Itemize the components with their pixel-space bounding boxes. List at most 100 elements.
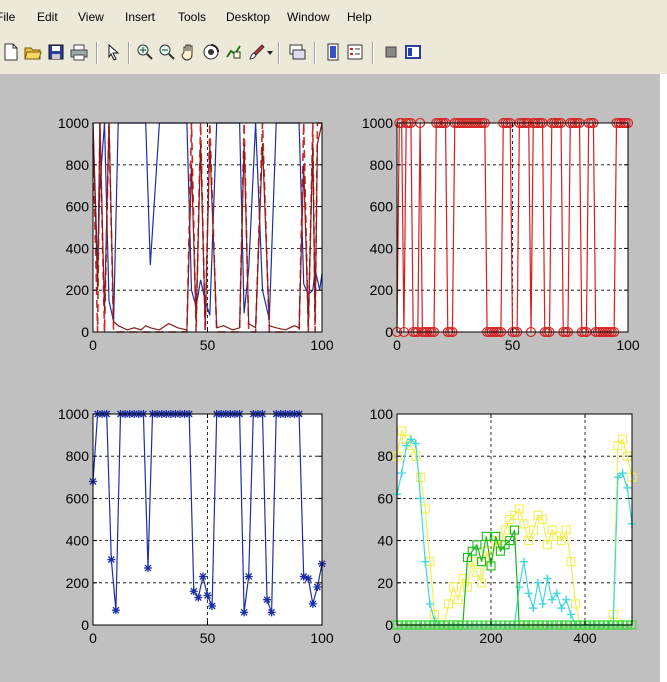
plot-3-series-1-point <box>208 602 217 611</box>
plot-4-series-3-point <box>505 536 515 546</box>
plot-4-series-1-point <box>472 567 482 577</box>
plot-4-series-2-point <box>411 439 420 448</box>
plot-4-series-2-point <box>552 589 561 598</box>
plot-1-ytick-label: 800 <box>66 157 90 173</box>
plot-2-ytick-label: 1000 <box>362 115 393 131</box>
plot-4-series-1-point <box>538 514 548 525</box>
plot-3-series-1-point <box>267 608 276 617</box>
plot-1-ytick-label: 0 <box>81 324 89 340</box>
plot-4-series-1-point <box>519 519 529 529</box>
plot-4-series-2-point <box>566 610 575 619</box>
plot-4-series-1-point <box>528 525 538 535</box>
plot-4-ytick-label: 100 <box>370 406 394 422</box>
plot-4-series-2-point <box>538 599 547 608</box>
plot-3-series-1-point <box>299 572 308 581</box>
data-cursor-icon[interactable] <box>225 43 243 61</box>
plot-4-series-2-point <box>618 469 627 478</box>
menu-insert[interactable]: Insert <box>125 10 156 24</box>
plot-2-ytick-label: 200 <box>370 282 394 298</box>
plot-4-series-2-point <box>623 483 632 492</box>
plot-2-xtick-label: 50 <box>505 337 521 353</box>
plot-4-series-1-point <box>542 540 552 550</box>
plot-4-series-2-point <box>562 595 571 604</box>
plot-4-series-1-point <box>509 510 520 520</box>
menu-help[interactable]: Help <box>347 10 372 24</box>
plot-4-ytick-label: 40 <box>377 533 393 549</box>
plot-4-series-2-point <box>534 578 542 587</box>
plot-4-series-1-point <box>524 536 534 546</box>
plot-4-series-1-point <box>618 434 628 444</box>
plot-4-series-1-point <box>571 599 581 609</box>
plot-3-series-1-point <box>189 587 198 596</box>
plot-4-series-1-point <box>477 578 487 588</box>
plot-4-series-1-point <box>481 546 491 556</box>
plot-4-series-2-point <box>529 604 538 613</box>
plot-2-ytick-label: 800 <box>370 157 394 173</box>
plot-4-series-1-point <box>462 582 473 592</box>
pointer-arrow-icon[interactable] <box>104 43 122 61</box>
plot-4-series-1-point <box>613 441 623 451</box>
rotate-3d-icon[interactable] <box>202 43 220 61</box>
toolbar-separator <box>372 42 373 64</box>
plot-4-series-1-point <box>415 472 426 482</box>
plot-1-xtick-label: 100 <box>310 337 334 353</box>
plot-4-series-2-point <box>425 599 434 608</box>
plot-3-series-1-point <box>111 606 120 615</box>
save-icon[interactable] <box>47 43 65 61</box>
link-plot-icon[interactable] <box>288 43 306 61</box>
plot-4-series-3-point <box>481 531 491 541</box>
plot-4-ytick-label: 80 <box>377 448 393 464</box>
zoom-in-icon[interactable] <box>136 43 154 61</box>
zoom-out-icon[interactable] <box>158 43 176 61</box>
figure-canvas: 0 200 400 600 800 1000 0 50 100 0 200 400 600 800 1000… <box>0 74 660 682</box>
plot-4-series-1-point <box>444 599 454 609</box>
plot-2-ytick-label: 400 <box>370 240 394 256</box>
plot-3-ytick-label: 800 <box>66 448 90 464</box>
menu-window[interactable]: Window <box>287 10 330 24</box>
plot-4-series-2-point <box>548 595 557 604</box>
plot-3-xtick-label: 0 <box>89 630 97 646</box>
plot-4-xtick-label: 200 <box>479 630 503 646</box>
pan-hand-icon[interactable] <box>180 43 198 61</box>
plot-4-series-2-point <box>407 435 416 444</box>
hide-plot-tools-icon[interactable] <box>382 43 400 61</box>
dropdown-arrow-icon[interactable] <box>266 43 274 61</box>
toolbar <box>0 34 667 74</box>
menu-bar: File Edit View Insert Tools Desktop Wind… <box>0 0 667 34</box>
plot-4-series-3-point <box>495 546 505 556</box>
toolbar-separator <box>278 42 279 64</box>
plot-3-xtick-label: 50 <box>200 630 216 646</box>
open-folder-icon[interactable] <box>24 43 42 61</box>
plot-3-ytick-label: 1000 <box>58 406 89 422</box>
legend-icon[interactable] <box>346 43 364 61</box>
plot-3-xtick-label: 100 <box>310 630 334 646</box>
print-icon[interactable] <box>70 43 88 61</box>
plot-4-series-1-point <box>458 574 468 584</box>
menu-tools[interactable]: Tools <box>178 10 207 24</box>
plot-2-xtick-label: 0 <box>393 337 401 353</box>
plot-4-series-1-point <box>547 525 557 535</box>
menu-edit[interactable]: Edit <box>37 10 58 24</box>
plot-3-series-1-point <box>194 593 203 602</box>
menu-file[interactable]: File <box>0 10 16 24</box>
plot-4-series-3-point <box>472 540 482 550</box>
colorbar-icon[interactable] <box>324 43 342 61</box>
plot-3-series-1-point <box>143 564 152 573</box>
show-plot-tools-icon[interactable] <box>404 43 422 61</box>
plot-4-series-3-point <box>509 525 520 535</box>
plot-1-xtick-label: 0 <box>89 337 97 353</box>
menu-desktop[interactable]: Desktop <box>226 10 271 24</box>
plot-3-series-1-point <box>240 608 249 617</box>
plot-4-series-2-point <box>543 574 552 583</box>
plot-4-series-2-point <box>416 494 425 503</box>
plot-4-series-2-point <box>421 557 430 566</box>
new-file-icon[interactable] <box>2 43 20 61</box>
brush-icon[interactable] <box>248 43 266 61</box>
plot-4-series-3-point <box>486 561 496 571</box>
plot-4-series-1-point <box>397 426 407 436</box>
plot-3-series-1-point <box>107 555 116 564</box>
plot-4-xtick-label: 0 <box>393 630 401 646</box>
menu-view[interactable]: View <box>78 10 104 24</box>
plot-4-series-1-point <box>566 557 576 567</box>
plot-3-series-1-point <box>308 599 317 608</box>
